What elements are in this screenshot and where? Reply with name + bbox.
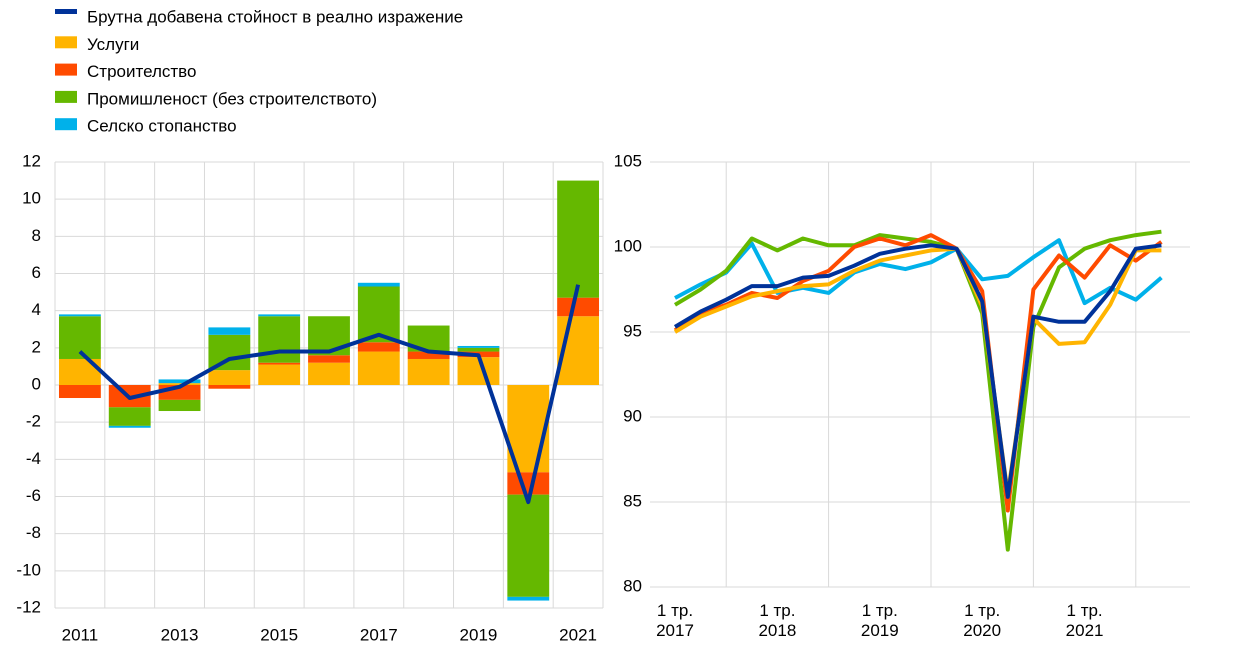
bar-segment bbox=[507, 472, 550, 495]
bar-segment bbox=[208, 370, 251, 385]
legend-label: Селско стопанство bbox=[87, 117, 237, 136]
x-tick-label: 2013 bbox=[161, 625, 199, 644]
bar-segment bbox=[208, 327, 251, 335]
y-tick-label: -4 bbox=[26, 449, 41, 468]
bar-segment bbox=[407, 351, 450, 359]
bar-segment bbox=[557, 180, 600, 298]
y-tick-label: 10 bbox=[22, 189, 41, 208]
bar-segment bbox=[457, 357, 500, 385]
legend-marker bbox=[55, 36, 77, 49]
x-tick-label: 2019 bbox=[460, 625, 498, 644]
bar-segment bbox=[407, 358, 450, 385]
line bbox=[673, 246, 1162, 496]
legend-label: Строителство bbox=[87, 62, 196, 81]
bar-segment bbox=[308, 316, 350, 356]
line bbox=[673, 233, 1163, 513]
legend-marker bbox=[55, 118, 77, 131]
y-tick-label: 80 bbox=[623, 576, 642, 595]
bar-segment bbox=[58, 314, 101, 317]
bar-segment bbox=[308, 362, 350, 385]
bar-segment bbox=[258, 364, 301, 385]
bar-segment bbox=[158, 383, 201, 385]
y-tick-label: 90 bbox=[623, 406, 642, 425]
y-tick-label: -6 bbox=[26, 486, 41, 505]
bar-segment bbox=[208, 334, 251, 371]
y-tick-label: 100 bbox=[614, 236, 642, 255]
y-tick-label: 105 bbox=[614, 151, 642, 170]
bar-segment bbox=[507, 494, 550, 597]
legend-marker bbox=[55, 63, 77, 76]
y-tick-label: 0 bbox=[32, 374, 41, 393]
bar-segment bbox=[357, 351, 400, 385]
line bbox=[673, 243, 1162, 499]
x-tick-label: 2011 bbox=[62, 625, 99, 644]
bar-segment bbox=[108, 407, 151, 426]
legend-label: Промишленост (без строителството) bbox=[87, 89, 377, 108]
bar-segment bbox=[158, 379, 201, 384]
bar-segment bbox=[457, 347, 500, 352]
legend-label: Услуги bbox=[87, 35, 139, 54]
y-tick-label: -8 bbox=[26, 523, 41, 542]
x-tick-label: 1 тр. 2018 bbox=[758, 601, 797, 640]
y-tick-label: -10 bbox=[16, 560, 41, 579]
y-tick-label: 85 bbox=[623, 491, 642, 510]
y-tick-label: -2 bbox=[26, 412, 41, 431]
legend-label: Брутна добавена стойност в реално израже… bbox=[87, 7, 463, 26]
bar-segment bbox=[258, 314, 301, 317]
y-tick-label: -12 bbox=[16, 597, 41, 616]
y-tick-label: 6 bbox=[32, 263, 41, 282]
bar-segment bbox=[457, 345, 500, 348]
x-tick-label: 2015 bbox=[260, 625, 298, 644]
bar-segment bbox=[308, 355, 350, 363]
y-tick-label: 2 bbox=[32, 337, 41, 356]
bar-segment bbox=[158, 399, 201, 412]
line bbox=[78, 284, 581, 505]
bar-segment bbox=[258, 362, 301, 365]
bar-segment bbox=[357, 342, 400, 352]
bar-segment bbox=[557, 297, 600, 317]
x-tick-label: 1 тр. 2017 bbox=[656, 601, 694, 640]
x-tick-label: 1 тр. 2020 bbox=[963, 601, 1002, 640]
bar-segment bbox=[108, 425, 151, 428]
x-tick-label: 1 тр. 2019 bbox=[860, 601, 899, 640]
legend-marker bbox=[55, 90, 77, 103]
x-tick-label: 1 тр. 2021 bbox=[1065, 601, 1104, 640]
bar-segment bbox=[357, 282, 400, 287]
bar-segment bbox=[58, 385, 101, 399]
x-tick-label: 2021 bbox=[559, 625, 597, 644]
y-tick-label: 12 bbox=[22, 151, 41, 170]
line bbox=[674, 238, 1163, 306]
bar-segment bbox=[208, 385, 251, 389]
legend-marker bbox=[55, 9, 77, 14]
y-tick-label: 4 bbox=[32, 300, 41, 319]
x-tick-label: 2017 bbox=[360, 625, 398, 644]
y-tick-label: 95 bbox=[623, 321, 642, 340]
y-tick-label: 8 bbox=[32, 226, 41, 245]
bar-segment bbox=[507, 596, 550, 601]
